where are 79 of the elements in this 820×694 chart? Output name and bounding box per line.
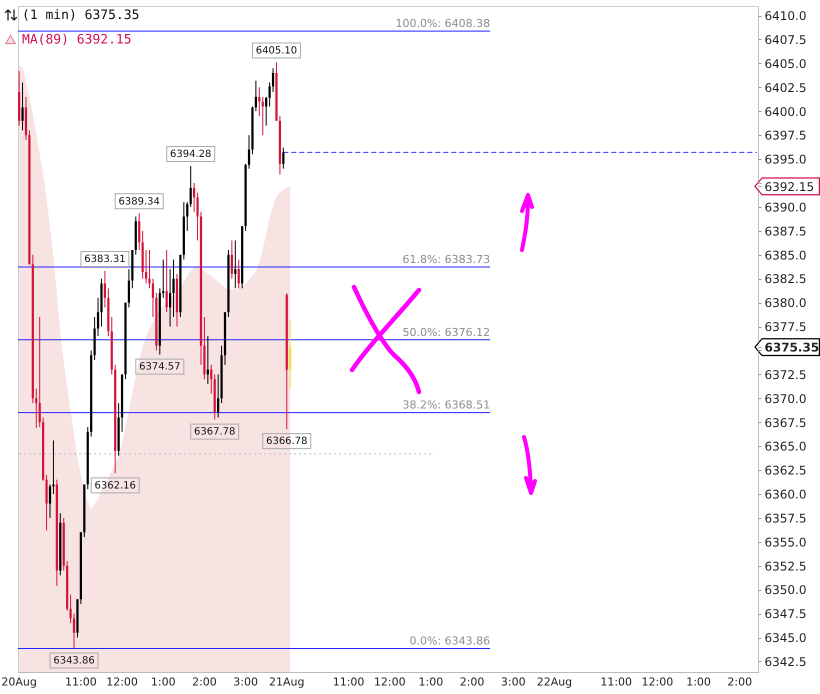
candlestick <box>168 268 172 328</box>
x-tick-label: 21Aug <box>269 676 305 688</box>
x-tick-label: 2:00 <box>460 676 484 688</box>
y-tick-label: 6367.5 <box>764 416 806 430</box>
annotation: 6394.28 <box>170 148 212 160</box>
candlestick <box>21 82 24 131</box>
candlestick <box>206 336 209 384</box>
x-tick-label: 1:00 <box>686 676 711 688</box>
chart-title: (1 min) 6375.35 <box>22 8 140 23</box>
y-tick-label: 6360.0 <box>764 488 806 502</box>
annotation: 6362.16 <box>94 480 136 492</box>
y-tick-label: 6352.5 <box>764 559 806 574</box>
y-tick-label: 6362.5 <box>764 464 806 478</box>
ref-line-label: 100.0%: 6408.38 <box>395 17 490 30</box>
annotation: 6374.57 <box>139 362 180 373</box>
annotation: 6389.34 <box>118 196 160 208</box>
candlestick <box>234 240 236 289</box>
candlestick <box>268 82 271 107</box>
candlestick <box>289 320 292 390</box>
candlestick <box>258 86 260 117</box>
y-tick-label: 6407.5 <box>764 32 806 47</box>
y-tick-label: 6390.0 <box>764 200 806 214</box>
annotation: 6343.86 <box>53 655 95 666</box>
candlestick <box>52 440 55 495</box>
y-tick-label: 6377.5 <box>764 320 806 334</box>
candlestick <box>72 613 76 649</box>
candlestick <box>148 250 151 289</box>
ref-line-label: 61.8%: 6383.73 <box>402 252 490 266</box>
x-tick-label: 12:00 <box>642 676 674 688</box>
x-tick-label: 1:00 <box>418 676 444 688</box>
y-tick-label: 6370.0 <box>764 392 806 406</box>
candlestick <box>282 147 284 170</box>
y-tick-label: 6385.0 <box>764 248 806 262</box>
annotation: 6366.78 <box>266 436 308 448</box>
y-tick-label: 6402.5 <box>764 80 806 95</box>
x-tick-label: 3:00 <box>500 676 526 688</box>
candlestick <box>248 134 250 170</box>
legend-label: MA(89) 6392.15 <box>22 32 132 48</box>
x-tick-label: 1:00 <box>150 676 176 688</box>
y-tick-label: 6400.0 <box>764 104 806 119</box>
x-tick-label: 20Aug <box>1 676 37 688</box>
annotation: 6367.78 <box>194 426 236 438</box>
y-tick-label: 6347.5 <box>764 607 806 622</box>
candlestick <box>272 68 274 93</box>
x-tick-label: 12:00 <box>374 676 406 688</box>
y-tick-label: 6365.0 <box>764 440 806 454</box>
candlestick <box>166 250 168 313</box>
y-tick-label: 6342.5 <box>764 654 806 669</box>
y-tick-label: 6382.5 <box>764 272 806 286</box>
candlestick <box>238 259 240 289</box>
ref-line-label: 38.2%: 6368.51 <box>402 398 490 412</box>
x-tick-label: 3:00 <box>233 676 258 688</box>
y-tick-label: 6380.0 <box>764 296 806 310</box>
y-tick-label: 6410.0 <box>764 9 806 24</box>
x-tick-label: 2:00 <box>192 676 217 688</box>
y-tick-label: 6372.5 <box>764 368 806 382</box>
y-tick-label: 6375.35 <box>764 340 820 355</box>
x-tick-label: 11:00 <box>65 676 97 688</box>
x-tick-label: 11:00 <box>332 676 364 688</box>
y-tick-label: 6345.0 <box>764 631 806 646</box>
ref-line-label: 50.0%: 6376.12 <box>402 326 490 339</box>
y-tick-label: 6392.15 <box>764 180 814 194</box>
x-tick-label: 2:00 <box>727 676 752 688</box>
annotation: 6405.10 <box>256 45 298 56</box>
candlestick <box>172 259 175 318</box>
y-tick-label: 6357.5 <box>764 511 806 526</box>
x-tick-label: 22Aug <box>536 676 572 688</box>
y-tick-label: 6355.0 <box>764 535 806 550</box>
y-tick-label: 6405.0 <box>764 56 806 71</box>
y-tick-label: 6350.0 <box>764 583 806 598</box>
candlestick <box>96 297 100 337</box>
y-tick-label: 6397.5 <box>764 128 806 143</box>
x-tick-label: 12:00 <box>106 676 138 688</box>
ref-line-label: 0.0%: 6343.86 <box>409 634 490 648</box>
y-tick-label: 6395.0 <box>764 152 806 167</box>
candlestick <box>152 278 154 318</box>
x-tick-label: 11:00 <box>600 676 632 688</box>
annotation: 6383.31 <box>84 254 126 265</box>
y-tick-label: 6387.5 <box>764 224 806 238</box>
